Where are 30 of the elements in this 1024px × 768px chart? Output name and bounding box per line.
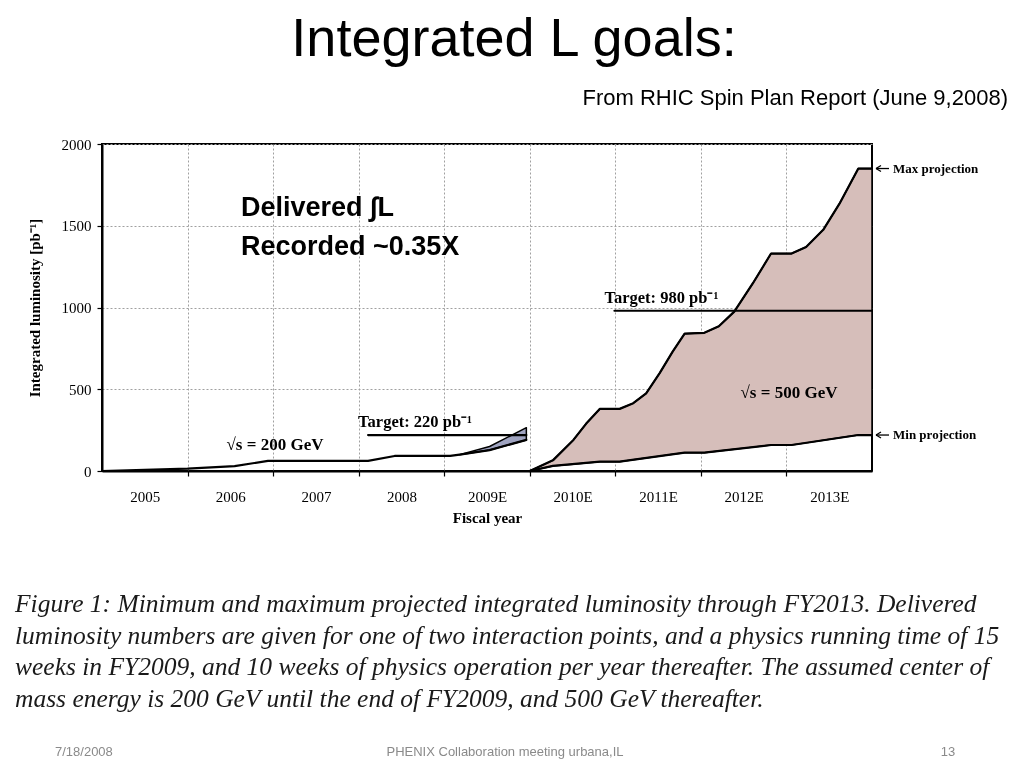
x-tick-label: 2012E — [724, 488, 764, 505]
x-tick-label: 2010E — [553, 488, 593, 505]
x-axis-title: Fiscal year — [452, 509, 523, 526]
annotation: Recorded ~0.35X — [241, 231, 460, 261]
x-tick-label: 2009E — [467, 488, 508, 505]
chart-title: Integrated L goals: — [291, 7, 737, 67]
legend-label: Min projection — [893, 427, 977, 443]
text: PHENIX Collaboration meeting urbana,IL — [386, 744, 624, 759]
x-tick-label: 2006 — [215, 488, 247, 505]
x-tick-label: 2008 — [386, 488, 417, 505]
text: 13 — [940, 744, 956, 759]
annotation: √s = 500 GeV — [740, 383, 839, 402]
chart-subtitle: From RHIC Spin Plan Report (June 9,2008) — [582, 85, 1008, 110]
series-label: Target: 980 pb⁻¹ — [604, 287, 719, 307]
annotation: Delivered ∫L — [241, 192, 394, 222]
x-tick-label: 2007 — [301, 488, 332, 505]
y-tick-label: 1000 — [61, 300, 92, 316]
x-tick-label: 2011E — [639, 488, 678, 505]
caption: Figure 1: Minimum and maximum projected integrated luminosity through FY2013. Delivered luminosity numbers are given for one of two interaction points, and a physics running time of 15 weeks in FY2009, and 10 weeks of physics operation per year thereafter. The assumed center of mass energy is 200 GeV until the end of FY2009, and 500 GeV thereafter. — [14, 589, 1000, 713]
series-label: Target: 220 pb⁻¹ — [358, 412, 473, 432]
y-tick-label: 0 — [84, 463, 92, 480]
legend-label: Max projection — [893, 160, 980, 176]
x-tick-label: 2005 — [130, 488, 161, 505]
y-axis-title: Integrated luminosity [pb⁻¹] — [26, 218, 43, 398]
y-tick-label: 1500 — [61, 218, 92, 235]
y-tick-label: 500 — [69, 381, 92, 398]
x-tick-label: 2013E — [810, 488, 850, 505]
y-tick-label: 2000 — [61, 136, 92, 153]
text: 7/18/2008 — [55, 744, 113, 759]
annotation: √s = 200 GeV — [226, 435, 325, 454]
